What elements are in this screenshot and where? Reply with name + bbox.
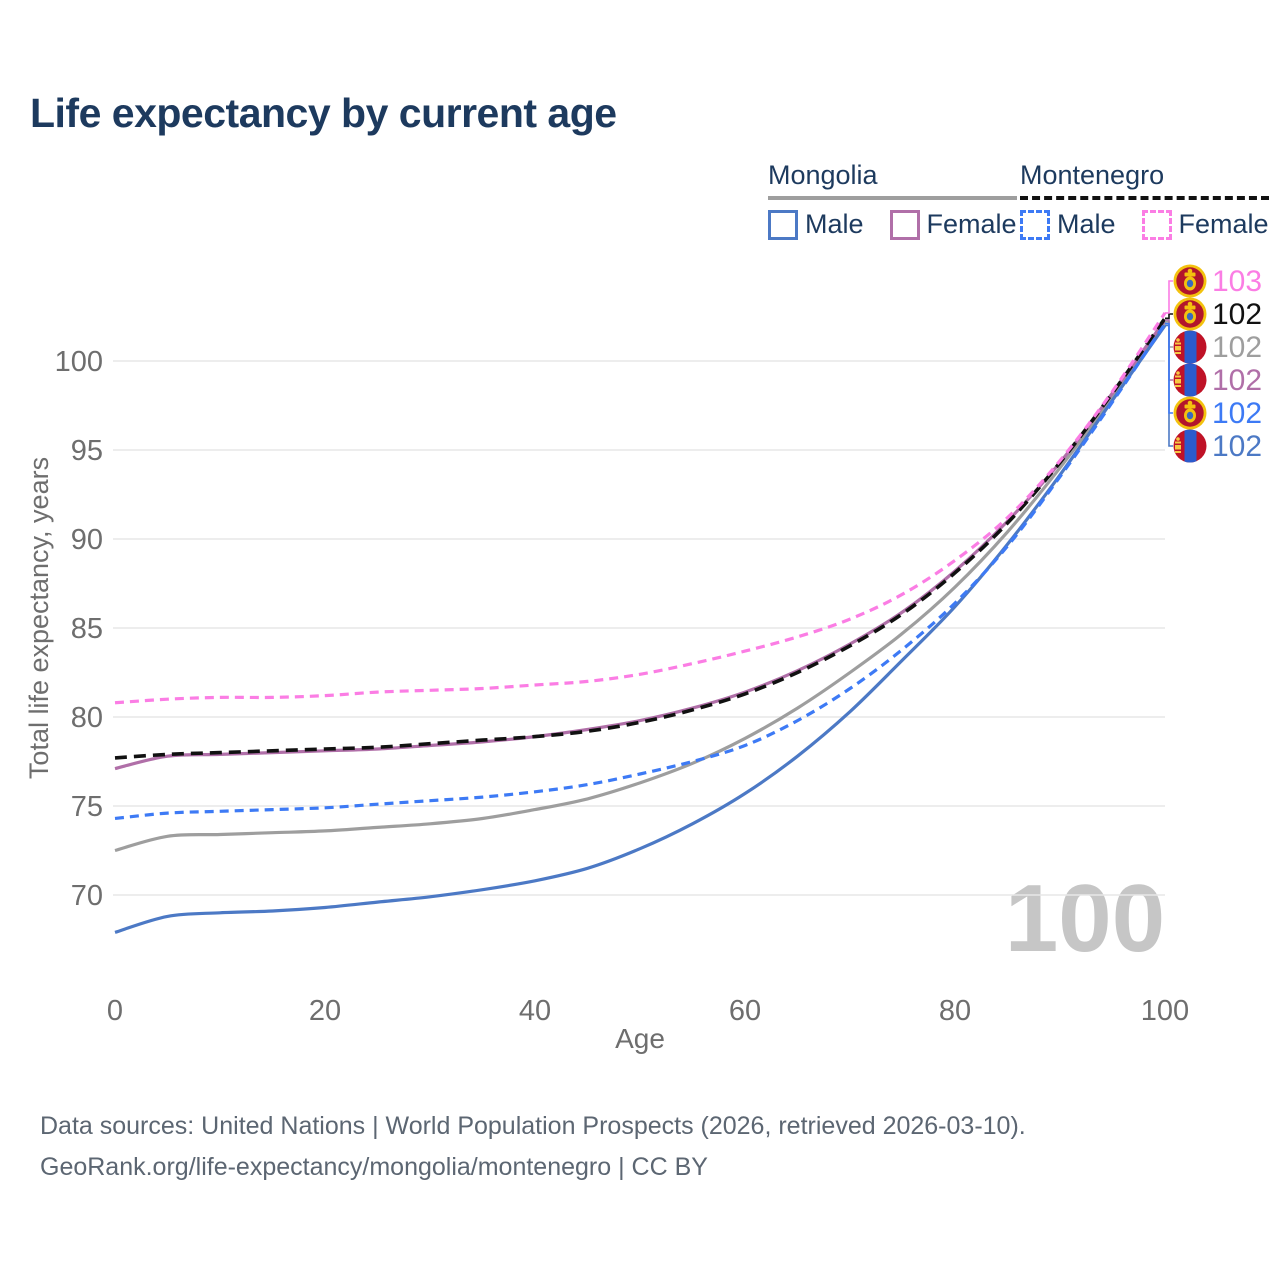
footer: Data sources: United Nations | World Pop… [40, 1106, 1026, 1188]
mongolia-flag-icon [1173, 429, 1207, 463]
legend-item-montenegro-male[interactable]: Male [1020, 209, 1116, 240]
end-label-montenegro-female: 103 [1212, 265, 1262, 298]
svg-text:20: 20 [309, 995, 341, 1027]
y-tick-labels: 70 75 80 85 90 95 100 [55, 346, 103, 912]
svg-text:85: 85 [71, 613, 103, 645]
svg-text:70: 70 [71, 880, 103, 912]
watermark: 100 [1005, 865, 1165, 972]
end-label-mongolia-female: 102 [1212, 364, 1262, 397]
x-tick-labels: 0 20 40 60 80 100 [107, 995, 1189, 1027]
series-line-montenegro-both [114, 317, 1167, 760]
series-line-mongolia-both [114, 320, 1167, 853]
mongolia-line-style-sample [768, 196, 1017, 200]
svg-text:0: 0 [107, 995, 123, 1027]
series-lines [114, 312, 1167, 934]
svg-text:75: 75 [71, 791, 103, 823]
series-line-montenegro-male [114, 322, 1167, 821]
svg-text:40: 40 [519, 995, 551, 1027]
montenegro-line-style-sample [1020, 196, 1269, 200]
end-label-mongolia-male: 102 [1212, 430, 1262, 463]
montenegro-flag-icon [1173, 396, 1207, 430]
footer-sources: Data sources: United Nations | World Pop… [40, 1112, 1026, 1140]
end-label-montenegro: 102 [1212, 298, 1262, 331]
end-label-montenegro-male: 102 [1212, 397, 1262, 430]
mongolia-male-swatch-icon [768, 209, 798, 240]
legend-item-mongolia-male[interactable]: Male [768, 209, 864, 240]
leader-lines [1165, 280, 1173, 447]
legend-item-montenegro-female[interactable]: Female [1141, 209, 1269, 240]
mongolia-flag-icon [1173, 330, 1207, 364]
svg-text:90: 90 [71, 524, 103, 556]
legend-item-mongolia-female[interactable]: Female [889, 209, 1017, 240]
svg-text:60: 60 [729, 995, 761, 1027]
page-title: Life expectancy by current age [30, 90, 617, 136]
svg-text:80: 80 [939, 995, 971, 1027]
svg-text:80: 80 [71, 702, 103, 734]
montenegro-male-swatch-icon [1020, 209, 1050, 240]
end-flag-icons [1173, 264, 1207, 463]
svg-text:95: 95 [71, 435, 103, 467]
mongolia-flag-icon [1173, 363, 1207, 397]
end-label-mongolia: 102 [1212, 331, 1262, 364]
svg-text:100: 100 [1141, 995, 1189, 1027]
montenegro-female-swatch-icon [1141, 209, 1172, 240]
footer-link: GeoRank.org/life-expectancy/mongolia/mon… [40, 1153, 708, 1181]
montenegro-flag-icon [1173, 297, 1207, 331]
legend-group-mongolia: Mongolia Male Female [768, 160, 1017, 240]
y-gridlines [113, 360, 1165, 896]
montenegro-flag-icon [1173, 264, 1207, 298]
legend-country-label: Montenegro [1020, 160, 1165, 190]
series-line-montenegro-female [114, 312, 1167, 705]
x-axis-title: Age [615, 1023, 665, 1054]
legend-group-montenegro: Montenegro Male Female [1020, 160, 1269, 240]
svg-text:100: 100 [1005, 865, 1165, 972]
legend: Mongolia Male Female Montenegro Male [0, 160, 1280, 250]
series-line-mongolia-male [114, 324, 1167, 934]
y-axis-title: Total life expectancy, years [24, 457, 54, 779]
mongolia-female-swatch-icon [889, 209, 920, 240]
svg-text:100: 100 [55, 346, 103, 378]
legend-country-label: Mongolia [768, 160, 878, 190]
